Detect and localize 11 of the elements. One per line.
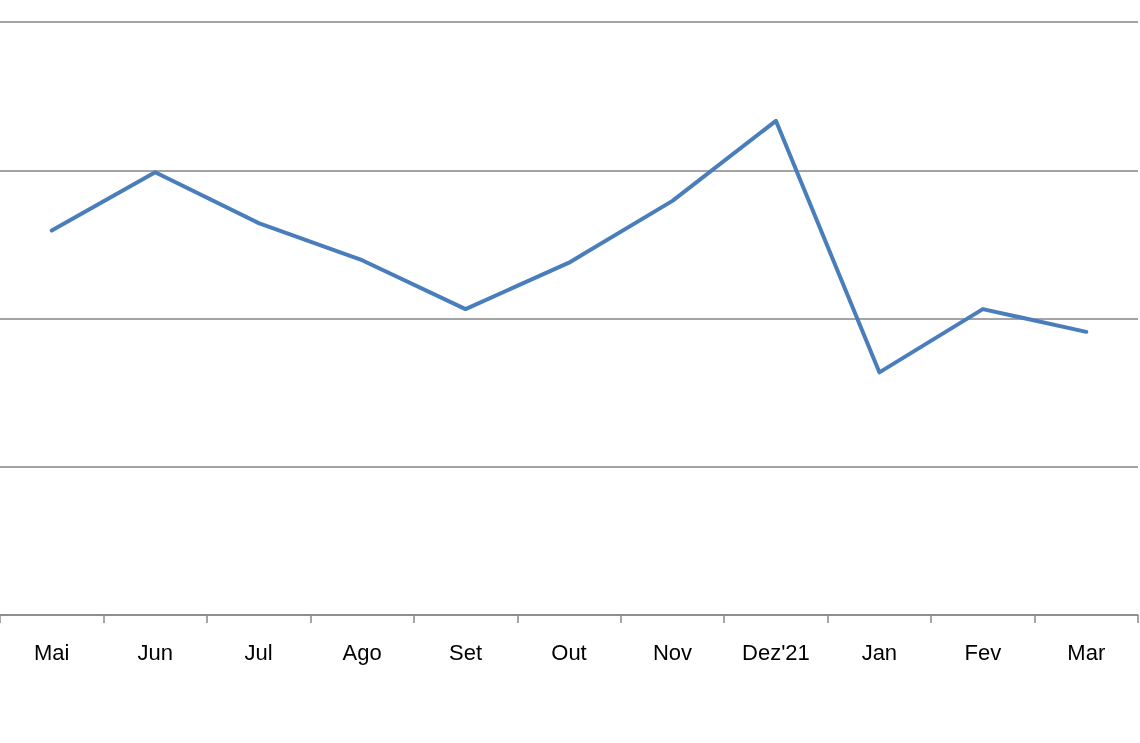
x-tick-label: Nov [652, 639, 693, 665]
x-tick-label: Mai [34, 639, 70, 665]
x-tick-label: Out [551, 639, 587, 665]
x-tick-label: Mar [1067, 639, 1106, 665]
x-tick-label: Dez'21 [742, 639, 810, 665]
x-tick-label: Jun [137, 639, 173, 665]
x-tick-label: Ago [342, 639, 382, 665]
x-tick-label: Jul [244, 639, 273, 665]
x-tick-label: Fev [964, 639, 1002, 665]
x-tick-label: Jan [861, 639, 898, 665]
x-tick-label: Set [449, 639, 483, 665]
